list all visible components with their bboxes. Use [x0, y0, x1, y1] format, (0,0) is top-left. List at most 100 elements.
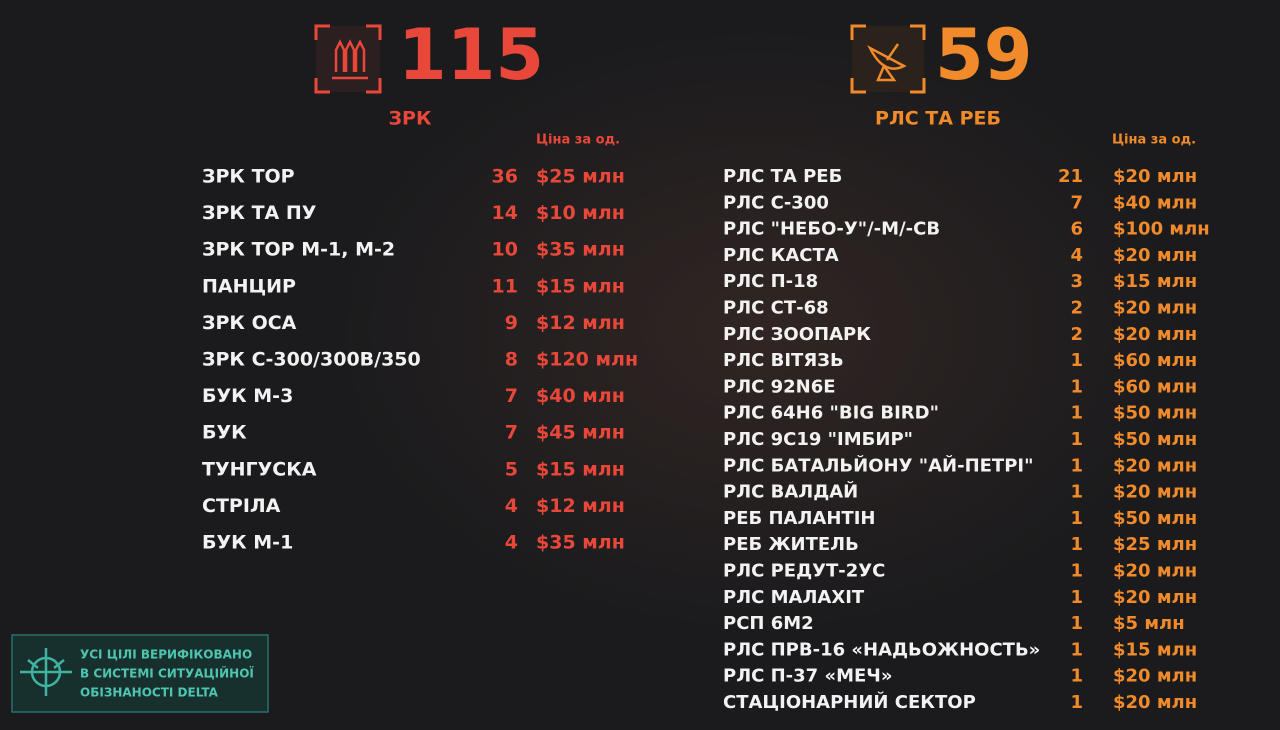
item-name: РЛС 64Н6 "BIG BIRD": [723, 403, 939, 424]
item-price: $20 млн: [1113, 455, 1197, 476]
item-count: 1: [1070, 455, 1083, 476]
sam-icon: [314, 24, 382, 94]
item-count: 1: [1070, 666, 1083, 687]
item-price: $25 млн: [536, 166, 625, 188]
total-count: 115: [398, 14, 544, 96]
item-price: $20 млн: [1113, 482, 1197, 503]
item-name: БУК М-3: [202, 385, 293, 407]
item-count: 3: [1070, 271, 1083, 292]
item-count: 2: [1070, 298, 1083, 319]
item-price: $15 млн: [536, 458, 625, 480]
panel-title: ЗРК: [389, 108, 432, 130]
item-price: $20 млн: [1113, 324, 1197, 345]
item-name: РЛС РЕДУТ-2УС: [723, 561, 885, 582]
item-price: $15 млн: [1113, 639, 1197, 660]
item-count: 4: [1070, 245, 1083, 266]
item-price: $20 млн: [1113, 298, 1197, 319]
item-name: РЛС 9С19 "ІМБИР": [723, 429, 913, 450]
item-name: РЛС ТА РЕБ: [723, 166, 842, 187]
price-header: Ціна за од.: [1112, 133, 1196, 148]
item-price: $15 млн: [536, 275, 625, 297]
item-count: 4: [505, 495, 518, 517]
item-name: ЗРК ОСА: [202, 312, 297, 334]
item-count: 8: [505, 349, 518, 371]
total-count: 59: [935, 14, 1032, 96]
item-count: 7: [505, 385, 518, 407]
item-count: 1: [1070, 692, 1083, 713]
item-price: $50 млн: [1113, 429, 1197, 450]
item-price: $15 млн: [1113, 271, 1197, 292]
item-count: 11: [492, 275, 518, 297]
item-price: $5 млн: [1113, 613, 1185, 634]
item-count: 1: [1070, 508, 1083, 529]
item-count: 5: [505, 458, 518, 480]
item-price: $20 млн: [1113, 587, 1197, 608]
item-count: 7: [505, 422, 518, 444]
item-count: 1: [1070, 587, 1083, 608]
item-price: $20 млн: [1113, 692, 1197, 713]
item-price: $20 млн: [1113, 561, 1197, 582]
item-count: 1: [1070, 403, 1083, 424]
item-name: ЗРК ТА ПУ: [202, 202, 317, 224]
item-name: РЕБ ПАЛАНТІН: [723, 508, 875, 529]
item-name: РСП 6М2: [723, 613, 814, 634]
item-name: РЛС ЗООПАРК: [723, 324, 871, 345]
panel-title: РЛС ТА РЕБ: [875, 108, 1001, 130]
item-count: 14: [492, 202, 518, 224]
item-name: РЛС П-37 «МЕЧ»: [723, 666, 892, 687]
item-count: 1: [1070, 534, 1083, 555]
item-price: $12 млн: [536, 495, 625, 517]
item-price: $20 млн: [1113, 666, 1197, 687]
item-name: РЛС 92N6E: [723, 376, 836, 397]
item-price: $20 млн: [1113, 245, 1197, 266]
item-count: 1: [1070, 613, 1083, 634]
item-name: РЛС ПРВ-16 «НАДЬОЖНОСТЬ»: [723, 639, 1040, 660]
item-price: $50 млн: [1113, 403, 1197, 424]
item-price: $12 млн: [536, 312, 625, 334]
item-name: ЗРК С-300/300В/350: [202, 349, 421, 371]
item-price: $120 млн: [536, 349, 638, 371]
item-price: $100 млн: [1113, 219, 1210, 240]
item-price: $60 млн: [1113, 376, 1197, 397]
item-name: РЛС П-18: [723, 271, 818, 292]
item-price: $50 млн: [1113, 508, 1197, 529]
item-count: 10: [492, 239, 518, 261]
item-count: 1: [1070, 429, 1083, 450]
radar-icon: [850, 24, 926, 94]
item-price: $10 млн: [536, 202, 625, 224]
item-count: 2: [1070, 324, 1083, 345]
item-count: 7: [1070, 192, 1083, 213]
item-name: РЕБ ЖИТЕЛЬ: [723, 534, 859, 555]
item-count: 6: [1070, 219, 1083, 240]
item-name: РЛС КАСТА: [723, 245, 839, 266]
item-count: 1: [1070, 376, 1083, 397]
item-price: $35 млн: [536, 532, 625, 554]
item-count: 1: [1070, 561, 1083, 582]
item-name: ТУНГУСКА: [202, 458, 317, 480]
badge-text: ОБІЗНАНОСТІ DELTA: [80, 686, 219, 700]
item-count: 21: [1058, 166, 1083, 187]
map-glow: [340, 30, 1180, 630]
item-name: СТАЦІОНАРНИЙ СЕКТОР: [723, 691, 976, 713]
item-name: ЗРК ТОР М-1, М-2: [202, 239, 395, 261]
item-price: $40 млн: [536, 385, 625, 407]
item-count: 36: [492, 166, 518, 188]
item-price: $20 млн: [1113, 166, 1197, 187]
item-name: РЛС ВІТЯЗЬ: [723, 350, 844, 371]
item-count: 1: [1070, 482, 1083, 503]
item-name: ПАНЦИР: [202, 275, 296, 297]
item-count: 9: [505, 312, 518, 334]
item-count: 1: [1070, 639, 1083, 660]
item-name: РЛС МАЛАХІТ: [723, 587, 865, 608]
item-price: $60 млн: [1113, 350, 1197, 371]
item-price: $40 млн: [1113, 192, 1197, 213]
item-count: 1: [1070, 350, 1083, 371]
item-count: 4: [505, 532, 518, 554]
delta-badge: [11, 634, 269, 713]
item-name: РЛС БАТАЛЬЙОНУ "АЙ-ПЕТРІ": [723, 454, 1033, 476]
badge-text: УСІ ЦІЛІ ВЕРИФІКОВАНО: [80, 648, 252, 662]
item-price: $25 млн: [1113, 534, 1197, 555]
item-name: БУК М-1: [202, 532, 293, 554]
